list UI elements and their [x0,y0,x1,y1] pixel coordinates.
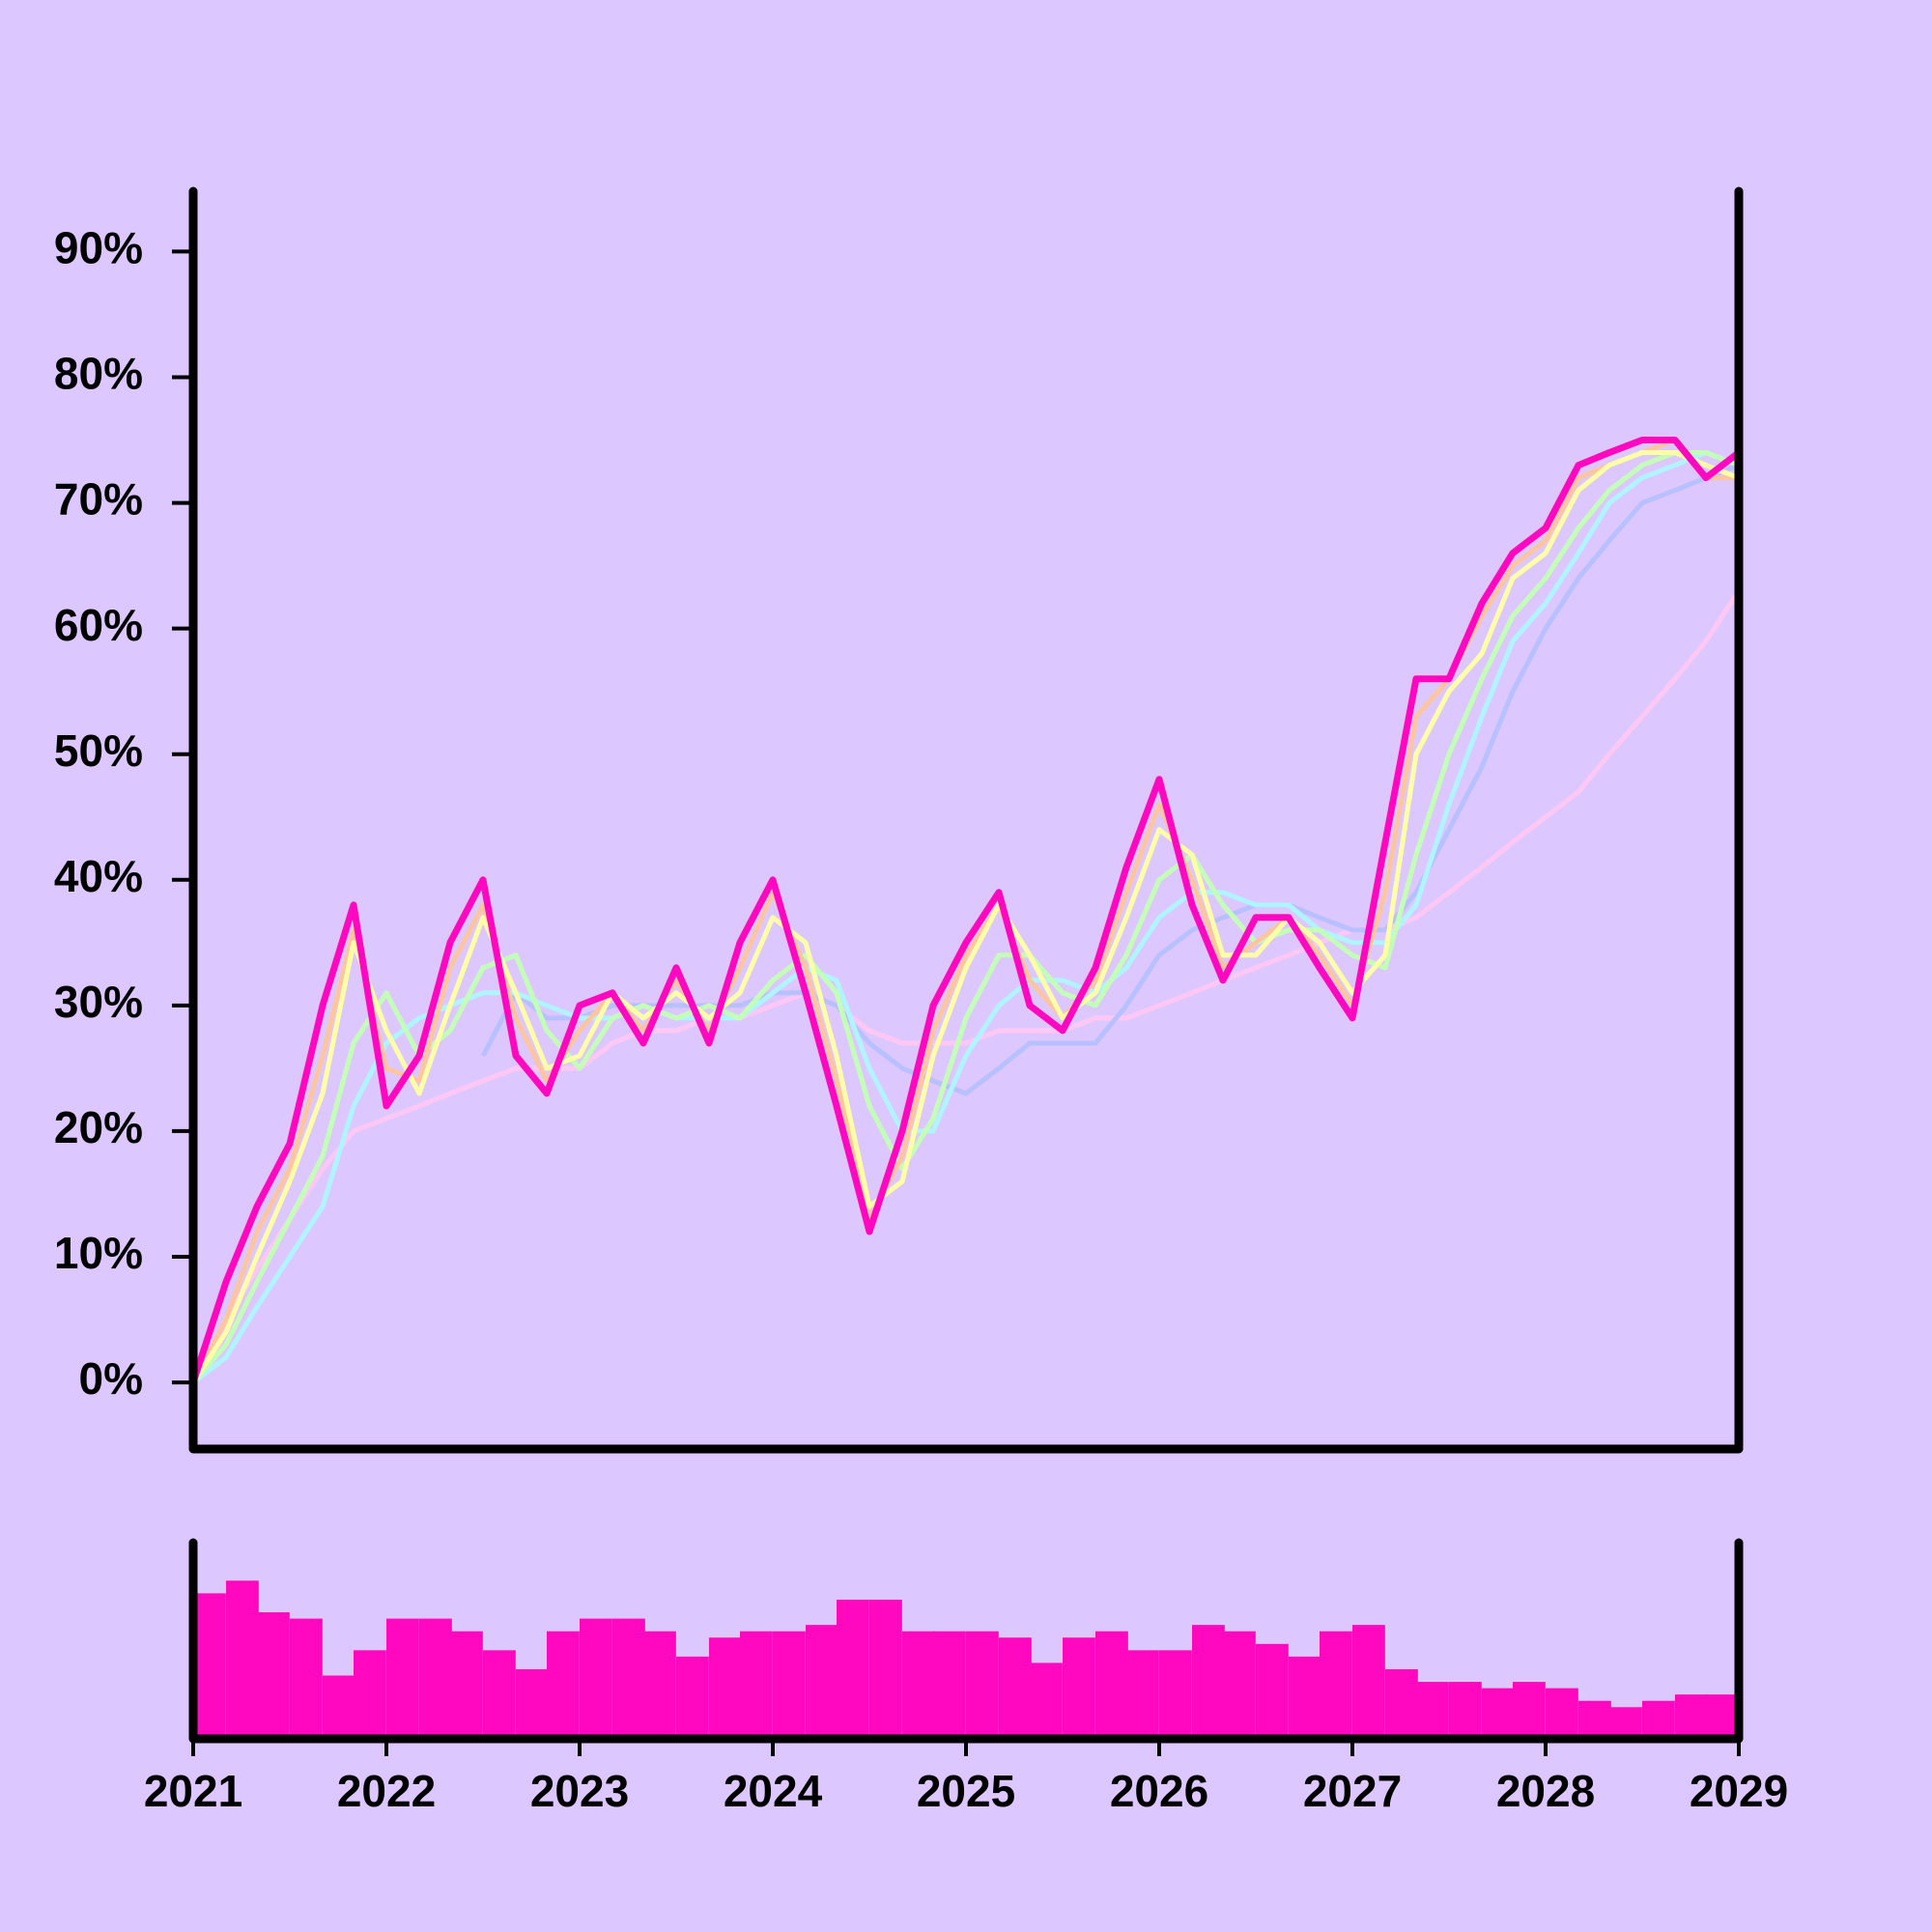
volume-bar [966,1631,999,1739]
volume-bar [1320,1631,1352,1739]
volume-bar [1642,1700,1675,1739]
volume-bar [1513,1682,1546,1739]
y-tick-label: 90% [54,223,143,273]
volume-bar [450,1631,483,1739]
volume-bar [902,1631,935,1739]
volume-bar [1416,1682,1449,1739]
volume-bar [1126,1650,1159,1739]
volume-bar [1546,1688,1578,1739]
volume-bar [1095,1631,1128,1739]
volume-bar [1030,1662,1063,1739]
volume-bar [1482,1688,1515,1739]
y-tick-label: 30% [54,977,143,1027]
volume-bar [676,1656,709,1739]
x-tick-label: 2028 [1496,1766,1595,1816]
volume-bar [193,1593,226,1739]
volume-bar [1192,1625,1225,1739]
volume-bar [806,1625,838,1739]
volume-bar [773,1631,806,1739]
volume-bar [1223,1631,1256,1739]
volume-bar [1578,1700,1611,1739]
volume-bar [257,1612,290,1739]
volume-bar [386,1618,419,1739]
y-tick-label: 50% [54,725,143,776]
x-tick-label: 2024 [724,1766,823,1816]
x-tick-label: 2026 [1110,1766,1208,1816]
volume-bar [354,1650,386,1739]
volume-bar [999,1637,1032,1739]
volume-bar [1063,1637,1095,1739]
volume-bar [837,1599,869,1739]
volume-bar [226,1580,259,1739]
y-tick-label: 80% [54,349,143,399]
x-tick-label: 2029 [1690,1766,1788,1816]
volume-bar [869,1599,902,1739]
volume-bar [1449,1682,1482,1739]
volume-bar [1289,1656,1321,1739]
volume-bar [1675,1694,1708,1739]
volume-bar [740,1631,773,1739]
volume-bar [580,1618,612,1739]
volume-bar [483,1650,516,1739]
volume-bar [547,1631,580,1739]
volume-bar [1159,1650,1192,1739]
x-tick-label: 2021 [144,1766,242,1816]
series-line [191,450,1740,1384]
series-line [189,437,1742,1384]
volume-bar [323,1675,355,1739]
volume-bar [1352,1625,1385,1739]
axis-frame [188,186,1744,1454]
volume-bar [1385,1668,1418,1739]
volume-bar [419,1618,452,1739]
y-tick-label: 40% [54,851,143,901]
series-line [190,450,1740,1384]
x-tick-label: 2027 [1303,1766,1402,1816]
series-line [190,589,1742,1384]
x-tick-label: 2022 [337,1766,436,1816]
y-tick-label: 10% [54,1228,143,1278]
volume-bar [290,1618,323,1739]
y-tick-label: 70% [54,474,143,525]
y-tick-label: 20% [54,1102,143,1152]
x-tick-label: 2023 [530,1766,629,1816]
y-tick-label: 60% [54,600,143,650]
volume-bar [612,1618,645,1739]
volume-bar [1256,1643,1289,1739]
volume-bar [516,1668,549,1739]
x-tick-label: 2025 [917,1766,1015,1816]
axis-frame [188,1538,1744,1744]
series-line [190,438,1739,1384]
volume-bar [1706,1694,1739,1739]
volume-bar [1609,1707,1642,1739]
y-tick-label: 0% [79,1353,143,1404]
volume-bar [933,1631,966,1739]
volume-bar [643,1631,676,1739]
volume-bar [709,1637,742,1739]
